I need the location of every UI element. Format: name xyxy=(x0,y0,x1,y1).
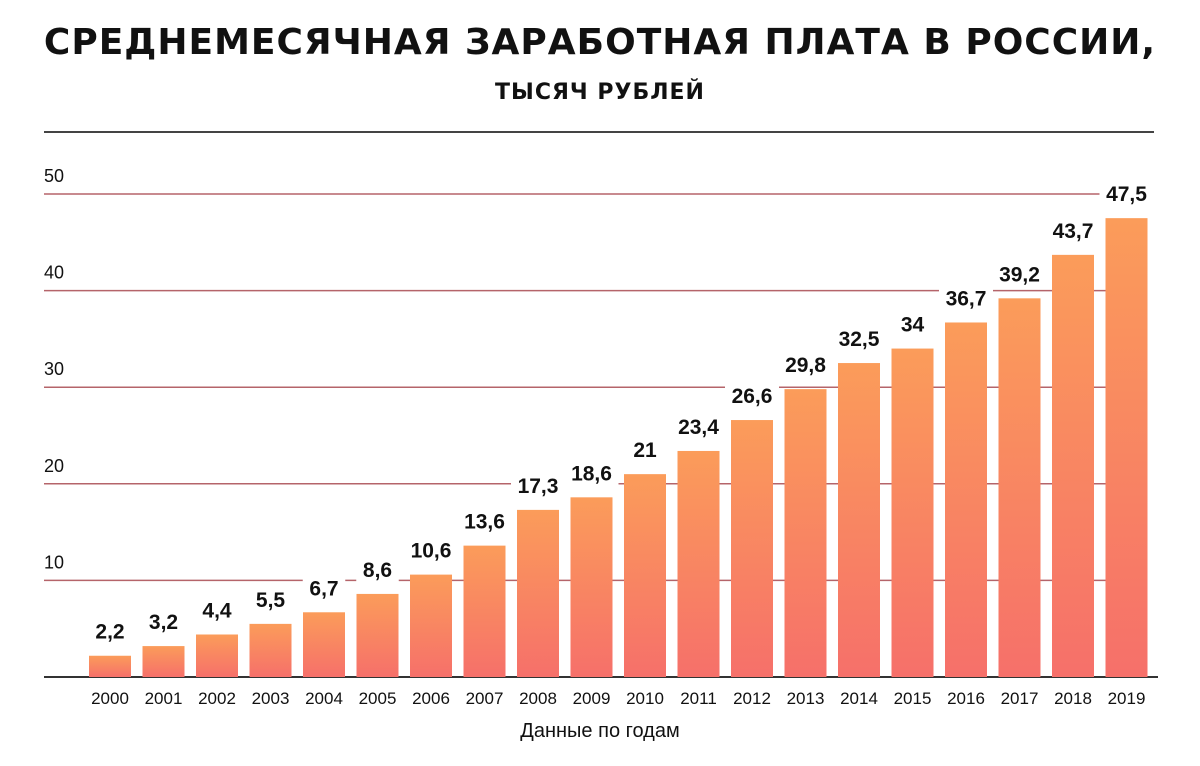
value-label-bg xyxy=(992,260,1047,287)
value-label-bg xyxy=(249,585,292,612)
value-label: 36,7 xyxy=(946,287,987,310)
title-divider xyxy=(44,131,1154,133)
value-label: 8,6 xyxy=(363,559,392,582)
bar-2003 xyxy=(249,623,292,677)
value-label-bg xyxy=(457,507,512,534)
value-label: 34 xyxy=(901,314,925,337)
value-label: 10,6 xyxy=(411,540,452,563)
value-label-bg xyxy=(897,310,928,337)
bar-2014 xyxy=(838,363,880,677)
y-tick-label: 40 xyxy=(44,263,64,283)
bar-2010 xyxy=(624,474,666,677)
value-label-bg xyxy=(832,325,886,352)
value-label-bg xyxy=(671,412,726,439)
bar-2016 xyxy=(945,322,987,677)
x-tick-label: 2007 xyxy=(466,689,504,708)
bar-2007 xyxy=(463,545,506,677)
value-label-bg xyxy=(142,608,185,635)
x-tick-label: 2010 xyxy=(626,689,664,708)
x-tick-label: 2018 xyxy=(1054,689,1092,708)
value-label-bg xyxy=(1046,216,1100,243)
x-tick-labels: 2000 2001 2002 2003 2004 2005 2006 2007 2008 2009… xyxy=(91,689,1145,708)
bar-2012 xyxy=(731,420,773,677)
bar-2013 xyxy=(784,389,827,677)
bar-2004 xyxy=(303,612,345,677)
value-label: 43,7 xyxy=(1053,220,1094,243)
x-tick-label: 2015 xyxy=(894,689,932,708)
y-tick-label: 30 xyxy=(44,359,64,379)
x-tick-label: 2001 xyxy=(145,689,183,708)
x-tick-label: 2016 xyxy=(947,689,985,708)
value-label: 5,5 xyxy=(256,589,286,612)
bars xyxy=(89,218,1148,677)
value-label: 6,7 xyxy=(309,577,338,600)
chart-subtitle: ТЫСЯЧ РУБЛЕЙ xyxy=(495,80,705,105)
bar-2011 xyxy=(677,450,720,677)
x-tick-label: 2014 xyxy=(840,689,878,708)
value-label: 3,2 xyxy=(149,611,178,634)
value-label-bg xyxy=(629,436,661,463)
x-tick-label: 2012 xyxy=(733,689,771,708)
bar-2005 xyxy=(356,593,399,677)
x-tick-label: 2019 xyxy=(1108,689,1146,708)
x-tick-label: 2004 xyxy=(305,689,343,708)
value-label-bg xyxy=(511,471,565,498)
value-label-bg xyxy=(725,382,779,409)
bar-2006 xyxy=(410,574,452,677)
value-label-bg xyxy=(778,351,833,378)
x-tick-label: 2000 xyxy=(91,689,129,708)
bar-2001 xyxy=(142,646,185,677)
value-labels: 2,2 3,2 4,4 5,5 6,7 8,6 10,6 13,6 17,3 18,6 21 23,4… xyxy=(88,180,1154,644)
bar-2019 xyxy=(1105,218,1148,677)
value-label: 2,2 xyxy=(95,621,124,644)
y-tick-label: 10 xyxy=(44,552,64,572)
x-axis-label: Данные по годам xyxy=(520,720,680,742)
bar-2015 xyxy=(891,348,934,677)
x-tick-label: 2017 xyxy=(1001,689,1039,708)
value-label: 29,8 xyxy=(785,354,826,377)
value-label: 21 xyxy=(633,439,657,462)
x-tick-label: 2005 xyxy=(359,689,397,708)
value-label-bg xyxy=(404,536,458,563)
y-tick-label: 50 xyxy=(44,166,64,186)
bar-2009 xyxy=(570,497,613,677)
y-tick-label: 20 xyxy=(44,456,64,476)
value-label-bg xyxy=(302,574,346,601)
bar-2018 xyxy=(1052,254,1094,677)
value-label-bg xyxy=(1099,180,1154,207)
value-label-bg xyxy=(88,617,132,644)
x-tick-label: 2009 xyxy=(573,689,611,708)
bar-2002 xyxy=(196,634,238,677)
x-tick-label: 2003 xyxy=(252,689,290,708)
bar-2008 xyxy=(517,509,559,677)
value-label: 18,6 xyxy=(571,462,612,485)
value-label-bg xyxy=(195,596,239,623)
value-label: 13,6 xyxy=(464,511,505,534)
x-tick-label: 2008 xyxy=(519,689,557,708)
value-label-bg xyxy=(356,555,399,582)
x-tick-label: 2002 xyxy=(198,689,236,708)
bar-2000 xyxy=(89,655,131,677)
x-tick-label: 2011 xyxy=(680,689,717,708)
value-label: 4,4 xyxy=(202,599,232,622)
value-label-bg xyxy=(939,284,993,311)
x-tick-label: 2006 xyxy=(412,689,450,708)
chart-title: СРЕДНЕМЕСЯЧНАЯ ЗАРАБОТНАЯ ПЛАТА В РОССИИ… xyxy=(43,22,1157,63)
value-label: 47,5 xyxy=(1106,183,1147,206)
value-label-bg xyxy=(564,459,619,486)
value-label: 23,4 xyxy=(678,416,719,439)
bar-2017 xyxy=(998,298,1041,677)
value-label: 39,2 xyxy=(999,263,1040,286)
value-label: 17,3 xyxy=(518,475,559,498)
x-tick-label: 2013 xyxy=(787,689,825,708)
value-label: 26,6 xyxy=(732,385,773,408)
value-label: 32,5 xyxy=(839,328,880,351)
